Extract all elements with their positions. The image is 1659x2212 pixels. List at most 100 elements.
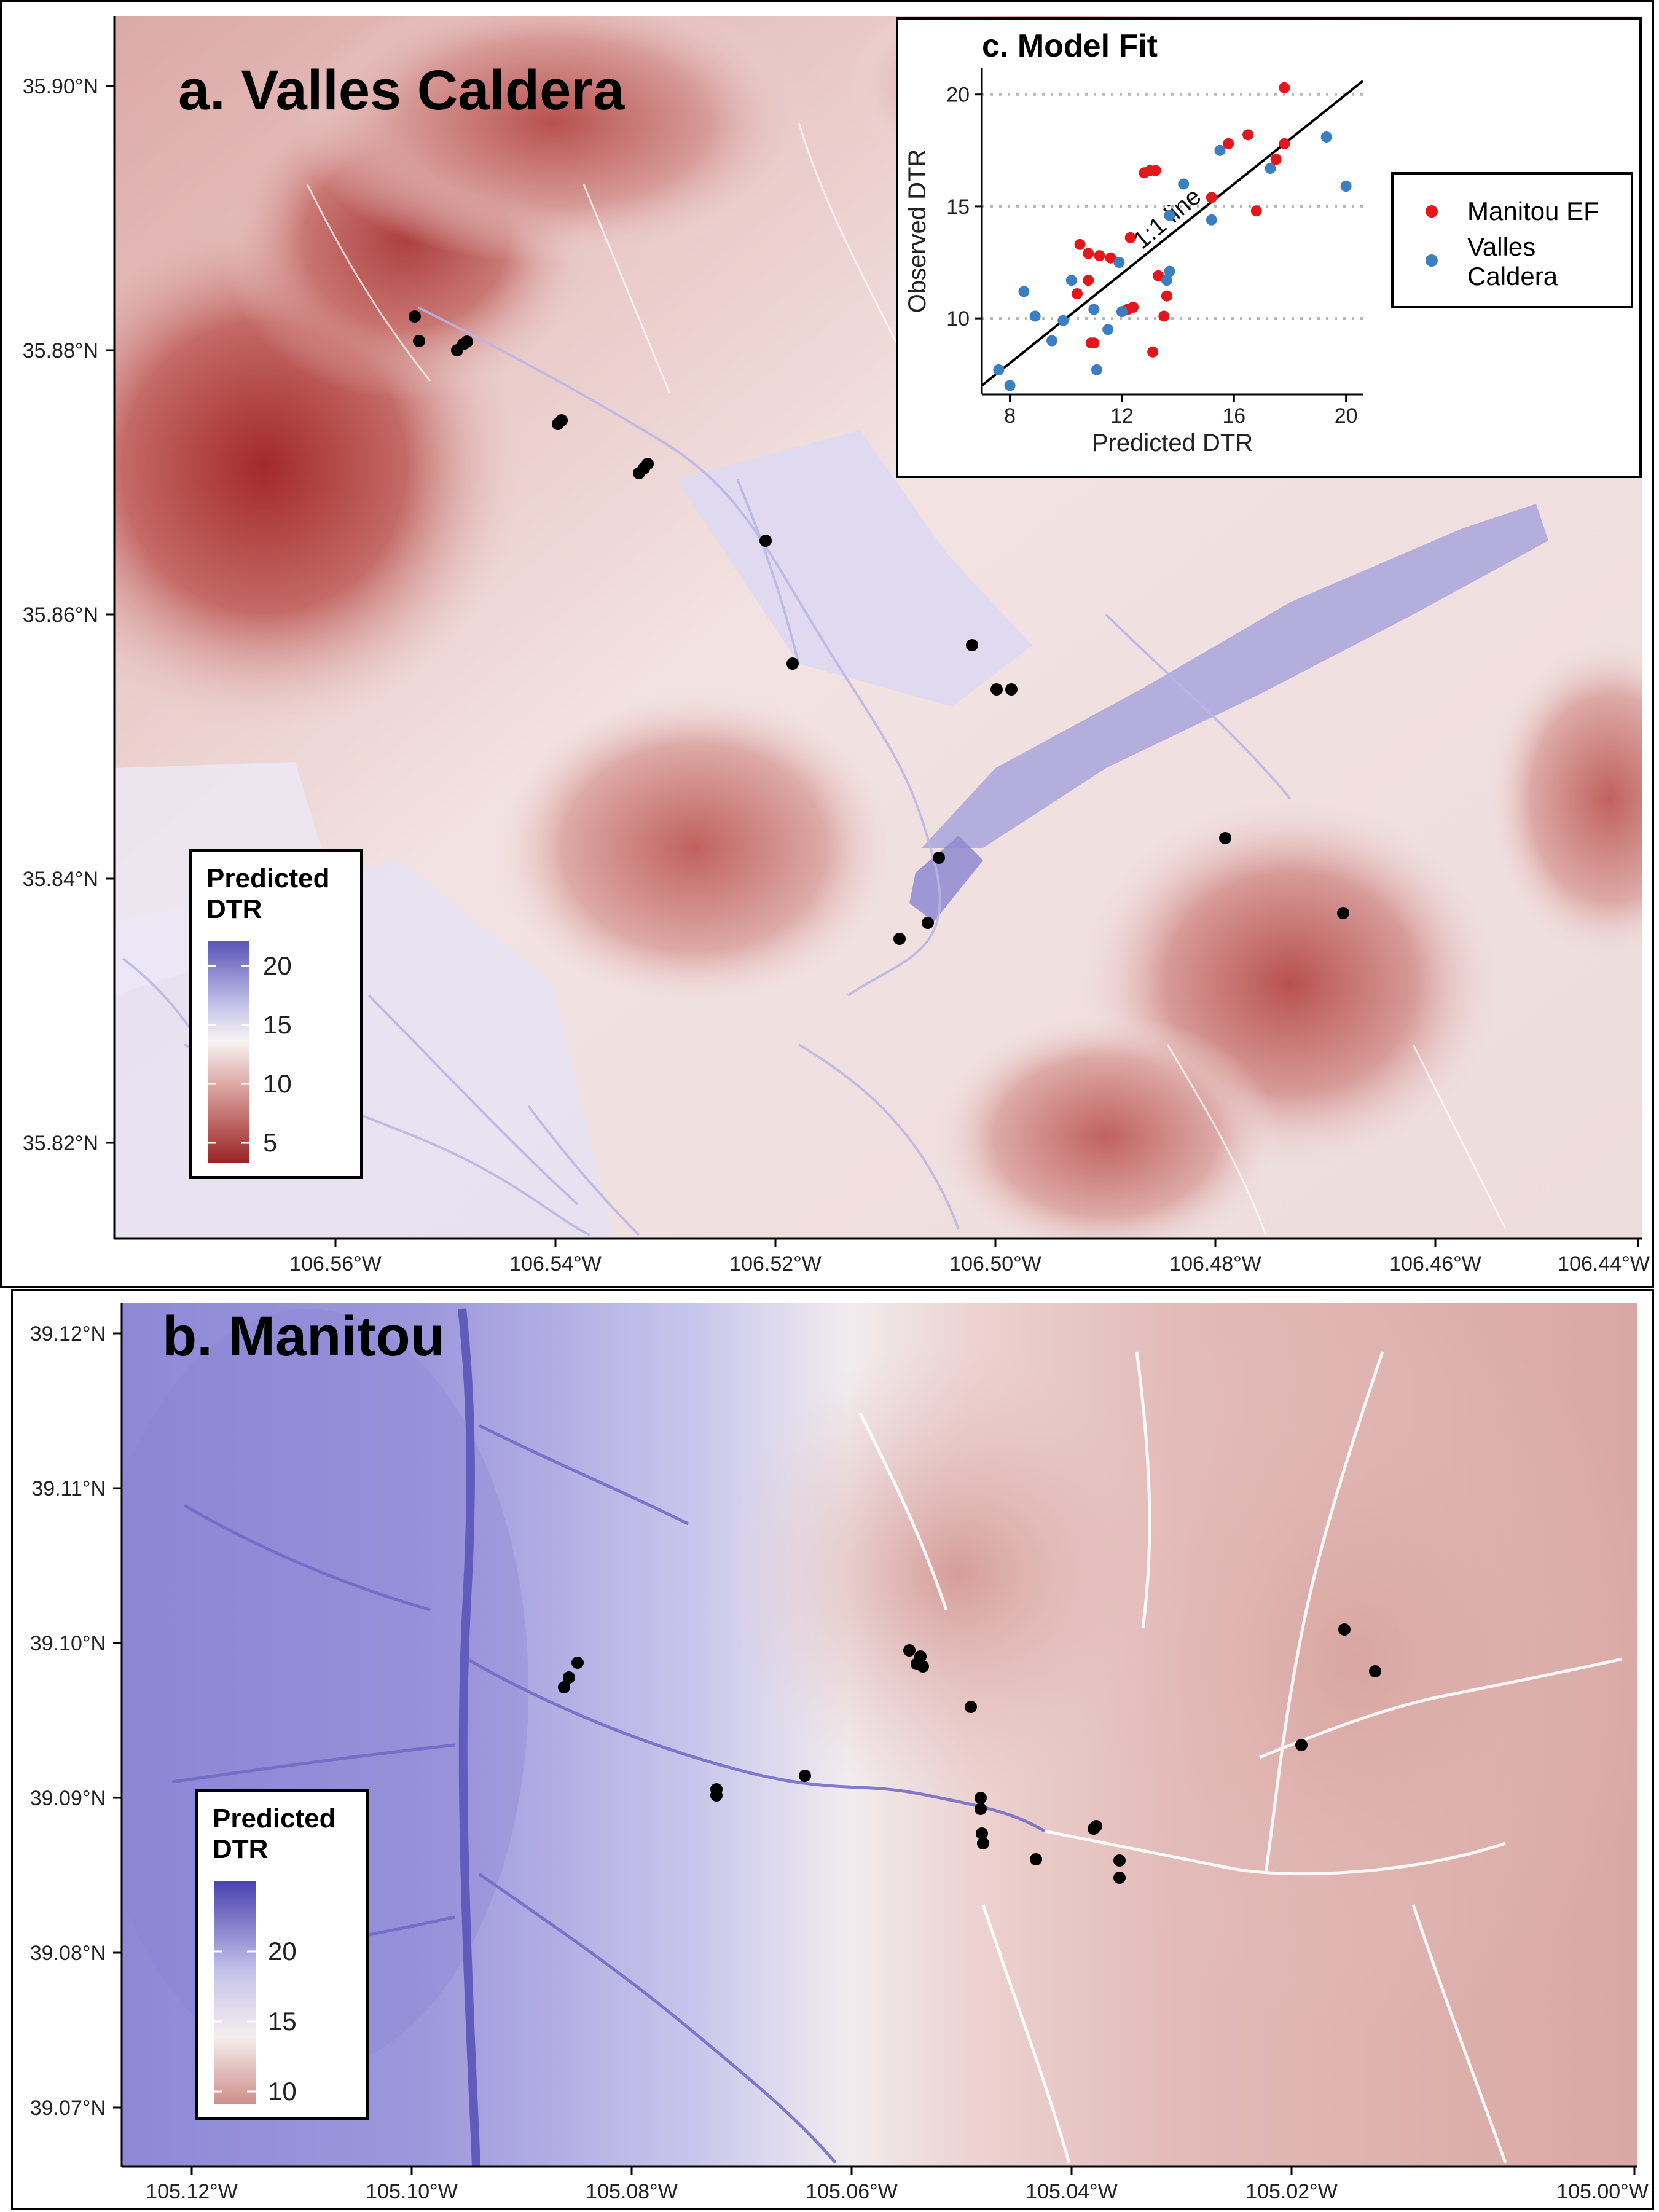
data-point bbox=[1265, 162, 1276, 174]
legend-marker-valles bbox=[1426, 254, 1438, 267]
data-point bbox=[1270, 154, 1282, 165]
site-marker bbox=[917, 1660, 929, 1673]
data-point bbox=[993, 364, 1005, 375]
site-marker bbox=[933, 852, 945, 864]
site-marker bbox=[990, 683, 1003, 696]
panel-a-legend-label: 20 bbox=[263, 951, 292, 980]
one-to-one-line bbox=[981, 80, 1364, 386]
data-point bbox=[1113, 257, 1125, 269]
panel-b-xtick: 105.04°W bbox=[1026, 2180, 1118, 2203]
data-point bbox=[1065, 275, 1077, 286]
data-point bbox=[1161, 290, 1172, 302]
panel-a-frame bbox=[0, 0, 1654, 1288]
panel-a-ytick: 35.88°N bbox=[23, 339, 98, 363]
site-marker bbox=[903, 1644, 916, 1657]
panel-a-ytick: 35.84°N bbox=[23, 868, 98, 891]
panel-b-xtick: 105.08°W bbox=[586, 2180, 678, 2203]
legend-marker-manitou bbox=[1426, 205, 1438, 218]
data-point bbox=[1105, 252, 1116, 264]
data-point bbox=[1083, 248, 1094, 259]
panel-a-legend-title: Predicted bbox=[206, 863, 330, 893]
site-marker bbox=[555, 414, 568, 426]
site-marker bbox=[461, 335, 473, 348]
panel-b-title: b. Manitou bbox=[162, 1305, 445, 1368]
panel-a-legend-label: 10 bbox=[263, 1069, 292, 1098]
x-tick-label: 12 bbox=[1110, 404, 1134, 428]
site-marker bbox=[965, 1701, 977, 1713]
panel-a-xtick: 106.54°W bbox=[509, 1252, 602, 1276]
site-marker bbox=[922, 917, 934, 929]
x-axis-label: Predicted DTR bbox=[1092, 429, 1253, 457]
site-marker bbox=[1369, 1665, 1381, 1677]
data-point bbox=[1161, 275, 1172, 286]
data-point bbox=[1072, 288, 1083, 300]
data-point bbox=[1164, 210, 1175, 221]
site-marker bbox=[975, 1803, 987, 1815]
panel-a-xtick: 106.46°W bbox=[1389, 1252, 1481, 1276]
x-tick-label: 16 bbox=[1222, 404, 1245, 428]
panel-a-ytick: 35.82°N bbox=[23, 1132, 98, 1155]
site-marker bbox=[966, 639, 978, 651]
panel-b-ytick: 39.09°N bbox=[30, 1787, 106, 1810]
panel-b-xtick: 105.10°W bbox=[366, 2180, 458, 2203]
legend-label-valles: Valles bbox=[1467, 232, 1535, 261]
data-point bbox=[1320, 131, 1332, 143]
data-point bbox=[1029, 310, 1041, 322]
panel-b-ytick: 39.11°N bbox=[31, 1477, 106, 1500]
panel-b-legend-label: 20 bbox=[268, 1937, 297, 1966]
data-point bbox=[1018, 286, 1030, 297]
data-point bbox=[1279, 82, 1290, 93]
data-point bbox=[1153, 270, 1164, 281]
panel-a-axes: 35.90°N 35.88°N 35.86°N 35.84°N 35.82°N … bbox=[23, 16, 1650, 1276]
panel-a-title: a. Valles Caldera bbox=[178, 59, 625, 122]
panel-b-xtick: 105.12°W bbox=[146, 2180, 238, 2203]
data-point bbox=[1046, 335, 1057, 347]
panel-a-map bbox=[114, 16, 1642, 1239]
data-point bbox=[1158, 310, 1170, 322]
panel-a-xtick: 106.48°W bbox=[1169, 1252, 1261, 1276]
y-tick-label: 20 bbox=[946, 84, 970, 107]
data-point bbox=[1242, 129, 1254, 141]
panel-c-inset: c. Model Fit 8 12 16 20 10 15 20 Predicted DTR O… bbox=[896, 17, 1642, 478]
panel-a-xtick: 106.50°W bbox=[949, 1252, 1041, 1276]
data-point bbox=[1214, 144, 1226, 156]
data-point bbox=[1074, 238, 1086, 250]
y-axis-label: Observed DTR bbox=[904, 149, 931, 313]
data-point bbox=[1128, 301, 1139, 313]
data-point bbox=[1083, 275, 1094, 286]
panel-b-legend-label: 15 bbox=[268, 2007, 297, 2036]
data-point bbox=[1250, 205, 1262, 217]
panel-b-map bbox=[122, 1303, 1637, 2167]
panel-a-site-markers bbox=[409, 310, 1349, 945]
panel-b-legend: Predicted DTR 20 15 10 bbox=[195, 1789, 369, 2120]
site-marker bbox=[975, 1792, 987, 1804]
site-marker bbox=[977, 1837, 989, 1849]
panel-b-legend-colorbar bbox=[214, 1881, 256, 2104]
site-marker bbox=[759, 535, 772, 547]
panel-a-legend-label: 5 bbox=[263, 1128, 277, 1157]
site-marker bbox=[1005, 683, 1018, 696]
site-marker bbox=[1113, 1854, 1126, 1867]
site-marker bbox=[1113, 1872, 1126, 1884]
data-point bbox=[1340, 181, 1352, 192]
data-point bbox=[1150, 165, 1161, 176]
data-point bbox=[1116, 306, 1128, 318]
data-point bbox=[1094, 250, 1105, 262]
site-marker bbox=[641, 458, 654, 470]
data-point bbox=[1206, 214, 1217, 226]
legend-label-manitou: Manitou EF bbox=[1467, 197, 1599, 226]
panel-b-xtick: 105.06°W bbox=[806, 2180, 898, 2203]
x-tick-label: 20 bbox=[1335, 404, 1358, 428]
site-marker bbox=[409, 310, 421, 323]
panel-b-frame bbox=[11, 1289, 1654, 2210]
data-point bbox=[1164, 265, 1175, 277]
site-marker bbox=[1090, 1820, 1102, 1832]
data-point bbox=[1088, 304, 1100, 315]
data-point bbox=[1057, 315, 1069, 326]
panel-a-legend-label: 15 bbox=[263, 1010, 292, 1039]
data-point bbox=[1004, 380, 1016, 391]
panel-a-xtick: 106.44°W bbox=[1558, 1252, 1650, 1276]
y-tick-label: 15 bbox=[946, 195, 970, 219]
panel-b-legend-label: 10 bbox=[268, 2077, 297, 2106]
site-marker bbox=[786, 657, 799, 670]
